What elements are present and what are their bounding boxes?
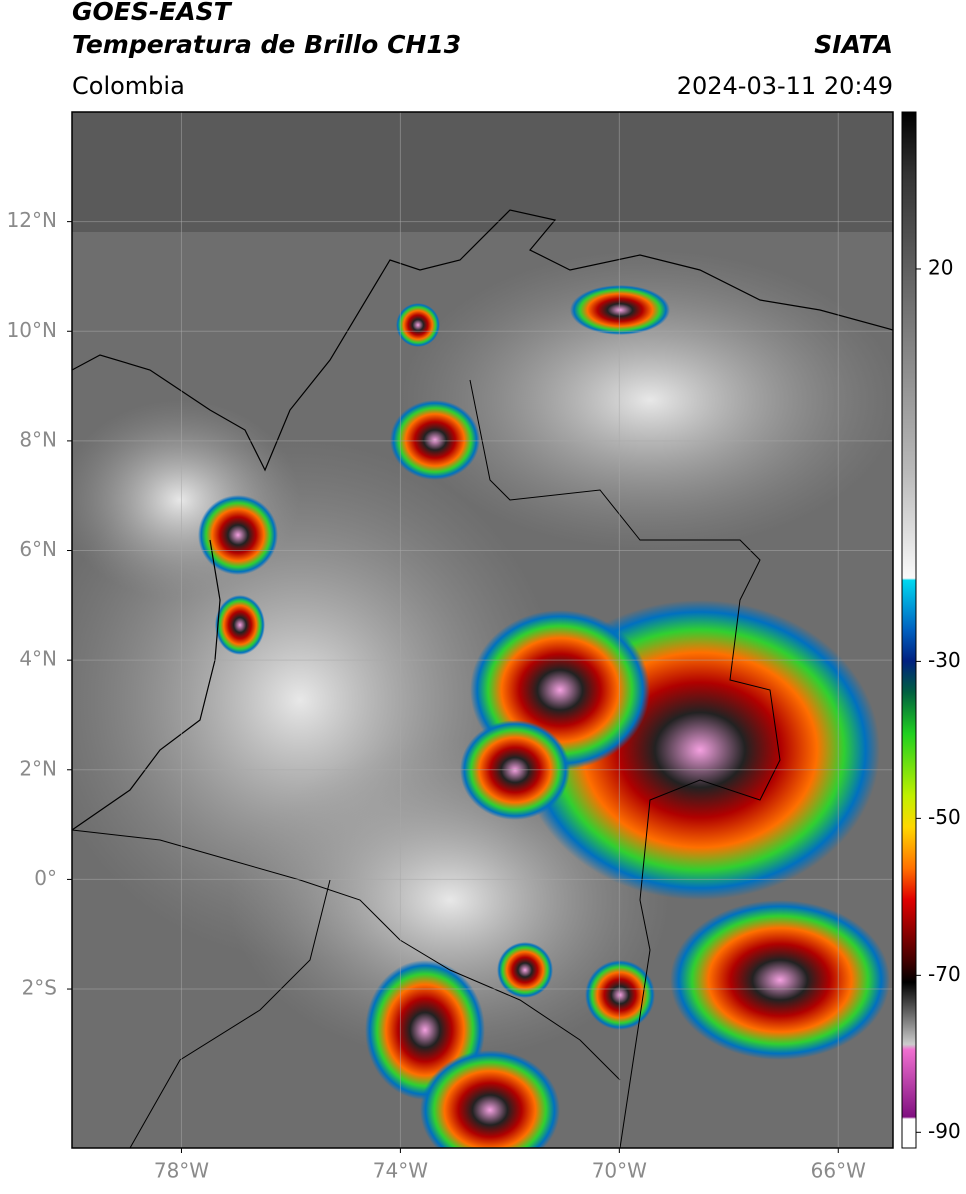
colorbar-tick-label: -70 [928, 962, 961, 986]
cloud [72, 400, 300, 600]
satellite-image [72, 112, 893, 1148]
storm [570, 285, 670, 335]
y-tick-label: 8°N [19, 427, 57, 451]
y-tick-label: 2°N [19, 756, 57, 780]
coastline [72, 539, 221, 831]
colorbar-tick-label: -50 [928, 805, 961, 829]
x-tick-label: 74°W [373, 1159, 428, 1183]
subtitle: Temperatura de Brillo CH13 [72, 30, 461, 59]
x-tick-label: 70°W [592, 1159, 647, 1183]
y-tick-label: 12°N [7, 208, 57, 232]
y-tick-label: 0° [34, 866, 57, 890]
cloud [400, 250, 893, 550]
source: SIATA [814, 30, 893, 59]
border [469, 379, 781, 1148]
y-tick-label: 4°N [19, 647, 57, 671]
title: GOES-EAST [72, 0, 233, 26]
storm [198, 495, 278, 575]
coastline [72, 209, 893, 472]
storm [390, 400, 480, 480]
storm [497, 942, 553, 998]
y-tick-label: 2°S [22, 976, 57, 1000]
storm [215, 595, 265, 655]
storm [585, 960, 655, 1030]
colorbar-tick-label: -90 [928, 1119, 961, 1143]
graticule [72, 112, 893, 1148]
region: Colombia [72, 72, 185, 100]
datetime: 2024-03-11 20:49 [677, 72, 893, 100]
storm [396, 303, 440, 347]
colorbar [901, 111, 917, 1149]
colorbar-tick-label: 20 [928, 255, 953, 279]
colorbar-tick-label: -30 [928, 648, 961, 672]
storm [670, 900, 890, 1060]
map-frame [71, 111, 894, 1149]
x-tick-label: 66°W [811, 1159, 866, 1183]
coastline [129, 879, 331, 1148]
storm [420, 1050, 560, 1148]
y-tick-label: 6°N [19, 537, 57, 561]
sea-area [72, 112, 893, 232]
border [72, 829, 621, 1081]
y-tick-label: 10°N [7, 318, 57, 342]
x-tick-label: 78°W [154, 1159, 209, 1183]
